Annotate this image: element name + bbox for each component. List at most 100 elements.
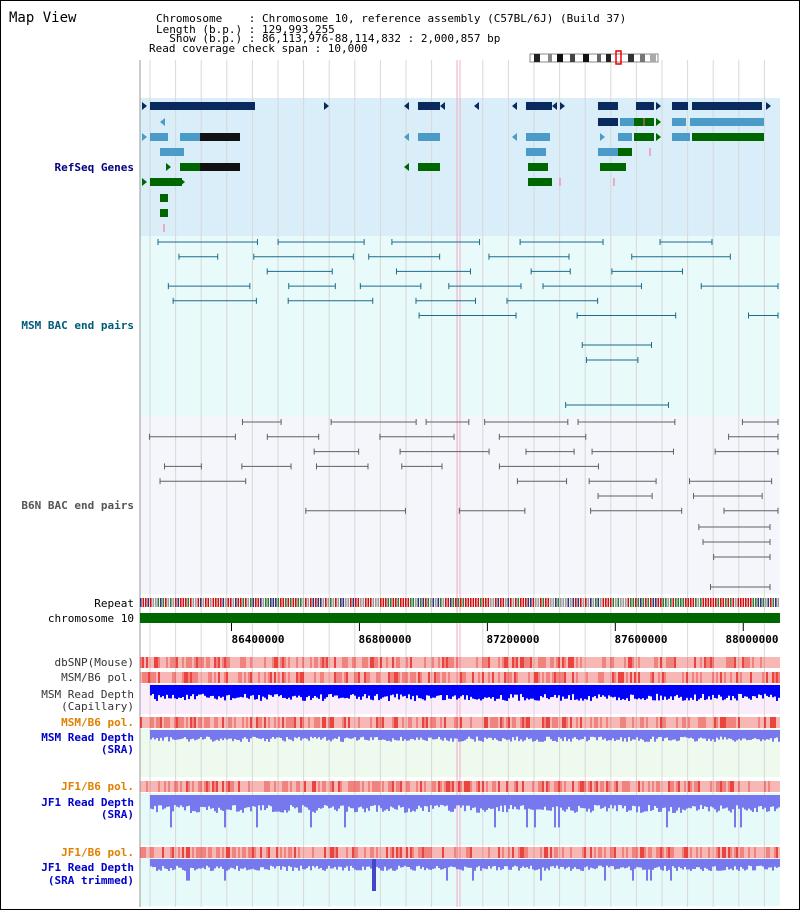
read-depth-bin <box>272 859 274 867</box>
repeat-element <box>617 598 620 607</box>
read-depth-bin <box>230 730 232 739</box>
polymorphism-bin <box>276 781 278 792</box>
polymorphism-bin <box>524 781 526 792</box>
polymorphism-bin <box>704 847 706 858</box>
polymorphism-bin <box>512 717 514 728</box>
repeat-element <box>490 598 492 607</box>
read-depth-bin <box>302 859 304 870</box>
polymorphism-bin <box>334 717 336 728</box>
read-depth-bin <box>184 730 186 738</box>
read-depth-bin <box>418 685 420 699</box>
read-depth-bin <box>414 859 416 871</box>
polymorphism-bin <box>640 717 642 728</box>
polymorphism-bin <box>260 847 262 858</box>
gene-strand-arrow <box>404 102 409 110</box>
read-depth-bin <box>694 685 696 695</box>
polymorphism-bin <box>734 657 736 668</box>
repeat-element <box>145 598 147 607</box>
read-depth-bin <box>418 859 420 866</box>
polymorphism-bin <box>152 847 154 858</box>
ideogram-band <box>650 54 656 62</box>
polymorphism-bin <box>462 717 464 728</box>
polymorphism-bin <box>614 672 616 683</box>
read-depth-bin <box>362 685 364 697</box>
polymorphism-bin <box>338 657 340 668</box>
read-depth-bin <box>730 795 732 813</box>
repeat-element <box>547 598 550 607</box>
read-depth-bin <box>226 685 228 696</box>
read-depth-bin <box>264 730 266 742</box>
polymorphism-bin <box>702 847 704 858</box>
polymorphism-bin <box>468 657 470 668</box>
read-depth-bin <box>680 859 682 869</box>
polymorphism-bin <box>204 717 206 728</box>
read-depth-bin <box>618 685 620 698</box>
polymorphism-bin <box>628 717 630 728</box>
read-depth-bin <box>732 859 734 871</box>
polymorphism-bin <box>166 847 168 858</box>
read-depth-bin <box>494 795 496 828</box>
polymorphism-bin <box>246 717 248 728</box>
polymorphism-bin <box>690 781 692 792</box>
polymorphism-bin <box>348 657 350 668</box>
gene-strand-arrow <box>766 102 771 110</box>
polymorphism-bin <box>172 781 174 792</box>
polymorphism-bin <box>348 781 350 792</box>
polymorphism-bin <box>334 672 336 683</box>
read-depth-bin <box>624 795 626 806</box>
read-depth-bin <box>374 795 376 806</box>
read-depth-bin <box>336 859 338 870</box>
polymorphism-bin <box>330 657 332 668</box>
polymorphism-bin <box>330 672 332 683</box>
polymorphism-bin <box>270 781 272 792</box>
read-depth-bin <box>362 795 364 809</box>
gene-feature <box>526 102 552 110</box>
polymorphism-bin <box>410 847 412 858</box>
polymorphism-bin <box>480 672 482 683</box>
read-depth-bin <box>488 859 490 867</box>
polymorphism-bin <box>466 847 468 858</box>
read-depth-bin <box>310 859 312 871</box>
read-depth-bin <box>526 795 528 828</box>
read-depth-bin <box>150 685 152 696</box>
read-depth-bin <box>466 859 468 868</box>
read-depth-bin <box>514 795 516 807</box>
polymorphism-bin <box>712 672 714 683</box>
read-depth-bin <box>514 730 516 741</box>
read-depth-bin <box>196 685 198 697</box>
repeat-element <box>562 598 565 607</box>
repeat-element <box>370 598 372 607</box>
read-depth-bin <box>394 685 396 698</box>
read-depth-bin <box>236 795 238 812</box>
polymorphism-bin <box>762 717 764 728</box>
read-depth-bin <box>744 859 746 871</box>
read-depth-bin <box>682 795 684 810</box>
polymorphism-bin <box>284 657 286 668</box>
repeat-element <box>532 598 535 607</box>
polymorphism-bin <box>292 717 294 728</box>
repeat-element <box>405 598 407 607</box>
polymorphism-bin <box>560 672 562 683</box>
read-depth-bin <box>288 685 290 698</box>
polymorphism-bin <box>736 672 738 683</box>
read-depth-bin <box>472 795 474 808</box>
polymorphism-bin <box>460 657 462 668</box>
read-depth-bin <box>300 859 302 866</box>
polymorphism-bin <box>486 657 488 668</box>
read-depth-bin <box>500 685 502 696</box>
read-depth-bin <box>280 795 282 813</box>
read-depth-bin <box>574 859 576 868</box>
polymorphism-bin <box>600 657 602 668</box>
read-depth-bin <box>718 730 720 740</box>
polymorphism-bin <box>538 781 540 792</box>
read-depth-bin <box>636 730 638 738</box>
read-depth-bin <box>682 859 684 870</box>
polymorphism-bin <box>540 717 542 728</box>
read-depth-bin <box>562 795 564 811</box>
polymorphism-bin <box>652 672 654 683</box>
read-depth-bin <box>456 685 458 700</box>
read-depth-bin <box>470 685 472 697</box>
polymorphism-bin <box>710 781 712 792</box>
read-depth-bin <box>340 730 342 742</box>
